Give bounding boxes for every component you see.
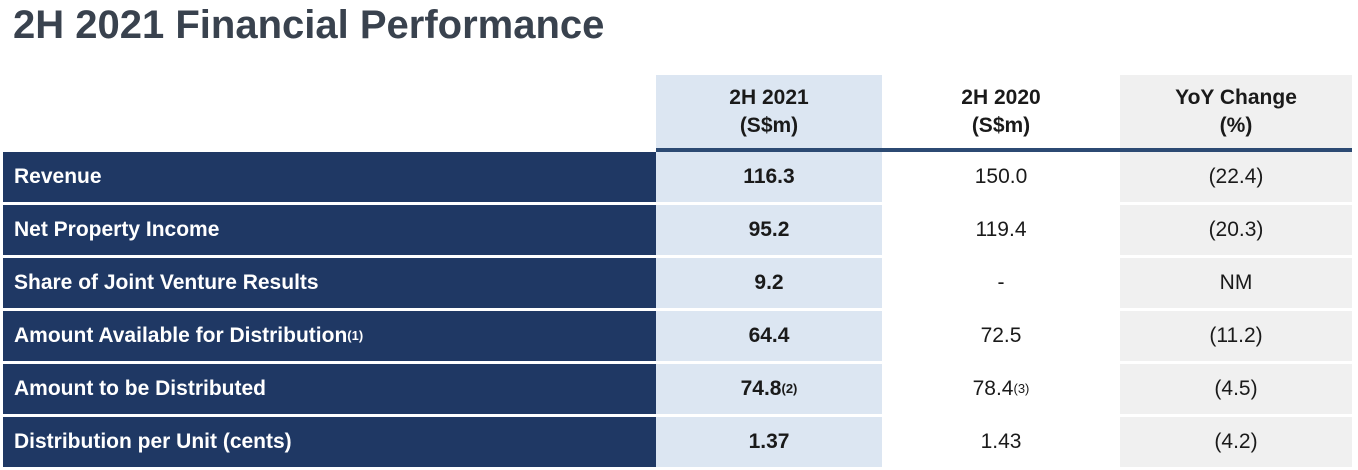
value-2h2020: 78.4 (3): [882, 364, 1120, 414]
header-spacer: [3, 75, 656, 148]
value-yoy-change: (11.2): [1120, 311, 1352, 361]
table-row-revenue: Revenue 116.3 150.0 (22.4): [3, 152, 1352, 202]
value-2h2020: 150.0: [882, 152, 1120, 202]
value-2h2021: 116.3: [656, 152, 882, 202]
table-header-row: 2H 2021 (S$m) 2H 2020 (S$m) YoY Change (…: [3, 75, 1352, 148]
value-2h2021: 9.2: [656, 258, 882, 308]
column-header-2h2021: 2H 2021 (S$m): [656, 75, 882, 148]
column-header-2h2020-line2: (S$m): [971, 113, 1031, 137]
value-2h2021: 64.4: [656, 311, 882, 361]
header-divider-line: [656, 148, 1352, 152]
value-2h2021: 95.2: [656, 205, 882, 255]
row-label: Share of Joint Venture Results: [3, 258, 656, 308]
column-header-yoy-change: YoY Change (%): [1120, 75, 1352, 148]
value-yoy-change: (4.2): [1120, 417, 1352, 467]
column-header-yoy-line2: (%): [1219, 113, 1253, 137]
value-2h2020: 1.43: [882, 417, 1120, 467]
table-row-amount-to-be-distributed: Amount to be Distributed 74.8 (2) 78.4 (3)…: [3, 364, 1352, 414]
value-2h2020: 72.5: [882, 311, 1120, 361]
value-2h2020: -: [882, 258, 1120, 308]
table-row-net-property-income: Net Property Income 95.2 119.4 (20.3): [3, 205, 1352, 255]
value-2h2020: 119.4: [882, 205, 1120, 255]
table-row-distribution-per-unit: Distribution per Unit (cents) 1.37 1.43 …: [3, 417, 1352, 467]
financial-table: 2H 2021 (S$m) 2H 2020 (S$m) YoY Change (…: [3, 75, 1352, 467]
value-yoy-change: (20.3): [1120, 205, 1352, 255]
table-row-share-of-jv-results: Share of Joint Venture Results 9.2 - NM: [3, 258, 1352, 308]
value-2h2021: 74.8 (2): [656, 364, 882, 414]
value-yoy-change: (22.4): [1120, 152, 1352, 202]
table-row-amount-available-for-distribution: Amount Available for Distribution (1) 64.…: [3, 311, 1352, 361]
column-header-2h2021-line2: (S$m): [739, 113, 799, 137]
value-yoy-change: NM: [1120, 258, 1352, 308]
column-header-2h2021-line1: 2H 2021: [729, 85, 809, 109]
row-label: Distribution per Unit (cents): [3, 417, 656, 467]
row-label: Amount to be Distributed: [3, 364, 656, 414]
page-title: 2H 2021 Financial Performance: [13, 3, 605, 47]
value-yoy-change: (4.5): [1120, 364, 1352, 414]
column-header-2h2020-line1: 2H 2020: [961, 85, 1041, 109]
row-label: Revenue: [3, 152, 656, 202]
column-header-2h2020: 2H 2020 (S$m): [882, 75, 1120, 148]
row-label: Amount Available for Distribution (1): [3, 311, 656, 361]
row-label: Net Property Income: [3, 205, 656, 255]
column-header-yoy-line1: YoY Change: [1175, 85, 1297, 109]
value-2h2021: 1.37: [656, 417, 882, 467]
